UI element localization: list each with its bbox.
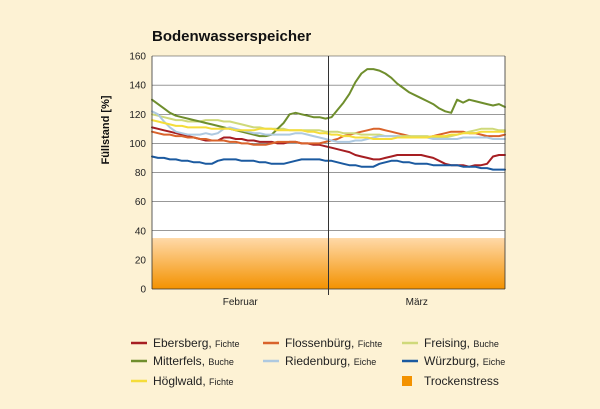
y-axis-label: Füllstand [%] (100, 95, 112, 164)
legend-item: Ebersberg, Fichte (131, 336, 240, 350)
legend-item: Flossenbürg, Fichte (263, 336, 382, 350)
legend-item: Mitterfels, Buche (131, 354, 234, 368)
legend-species: Buche (208, 357, 234, 367)
legend-label: Mitterfels, Buche (153, 354, 234, 368)
legend-species: Fichte (358, 339, 383, 349)
y-tick-label: 60 (135, 197, 147, 208)
legend-species: Buche (473, 339, 499, 349)
legend-label: Würzburg, Eiche (424, 354, 505, 368)
legend-label: Ebersberg, Fichte (153, 336, 240, 350)
y-tick-label: 120 (129, 110, 146, 121)
y-tick-label: 80 (135, 168, 147, 179)
x-category-label: März (406, 297, 428, 308)
y-tick-label: 140 (129, 81, 146, 92)
y-tick-label: 20 (135, 255, 147, 266)
legend-label: Riedenburg, Eiche (285, 354, 376, 368)
legend-item: Riedenburg, Eiche (263, 354, 376, 368)
y-tick-label: 40 (135, 226, 147, 237)
legend-label: Freising, Buche (424, 336, 499, 350)
legend-species: Eiche (483, 357, 506, 367)
legend-label: Höglwald, Fichte (153, 374, 234, 388)
axes: 0 20 40 60 80 100 120 140 160 Februar März (129, 52, 506, 308)
legend-species: Fichte (215, 339, 240, 349)
legend-label: Flossenbürg, Fichte (285, 336, 382, 350)
legend-item: Höglwald, Fichte (131, 374, 234, 388)
x-category-label: Februar (223, 297, 259, 308)
legend-item: Würzburg, Eiche (402, 354, 505, 368)
y-tick-label: 100 (129, 139, 146, 150)
legend: Ebersberg, Fichte Flossenbürg, Fichte Frei… (131, 336, 505, 388)
y-tick-label: 160 (129, 52, 146, 63)
legend-item-trockenstress: Trockenstress (402, 374, 499, 388)
legend-item: Freising, Buche (402, 336, 499, 350)
legend-label: Trockenstress (424, 374, 499, 388)
legend-species: Eiche (354, 357, 377, 367)
legend-swatch (402, 376, 412, 386)
y-tick-label: 0 (140, 285, 146, 296)
legend-species: Fichte (209, 377, 234, 387)
chart-title: Bodenwasserspeicher (152, 28, 311, 45)
